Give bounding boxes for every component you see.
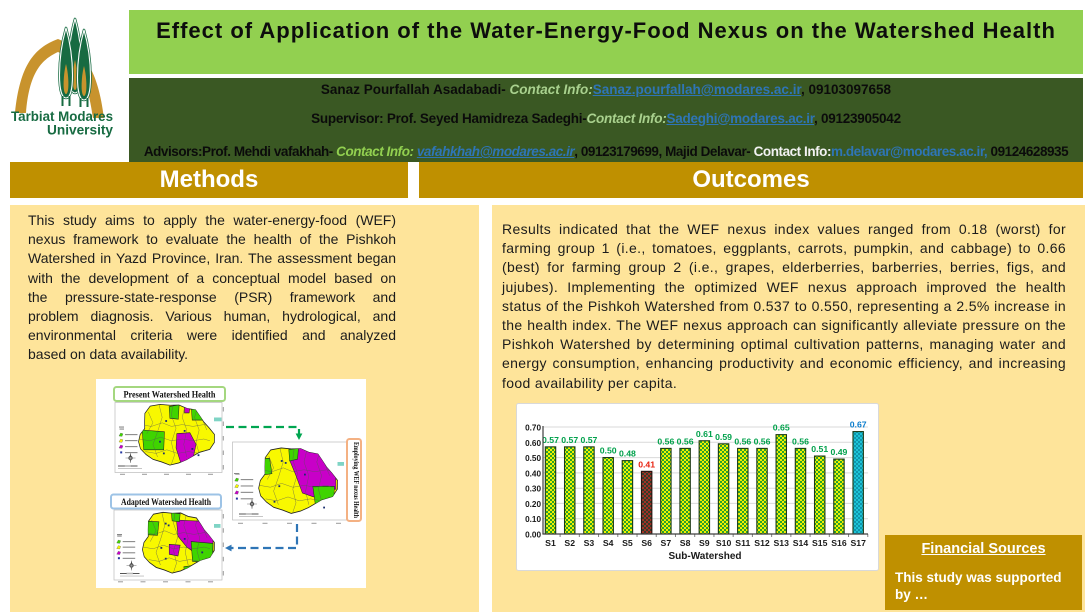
svg-text:0.56: 0.56 [792,436,809,446]
svg-text:0.48: 0.48 [619,449,636,459]
svg-text:S9: S9 [699,538,710,548]
svg-text:0.51: 0.51 [811,444,828,454]
svg-text:Sub-Watershed: Sub-Watershed [669,551,742,562]
svg-text:S16: S16 [831,538,847,548]
svg-text:S1: S1 [545,538,556,548]
svg-text:0.10: 0.10 [525,515,541,524]
svg-text:S12: S12 [754,538,770,548]
svg-text:0.50: 0.50 [525,454,541,463]
svg-text:0.49: 0.49 [830,447,847,457]
svg-text:S17: S17 [850,538,866,548]
svg-text:0.70: 0.70 [525,424,541,433]
svg-text:S4: S4 [603,538,614,548]
svg-text:0.65: 0.65 [773,423,790,433]
svg-text:S10: S10 [716,538,732,548]
svg-text:0.30: 0.30 [525,485,541,494]
svg-text:0.57: 0.57 [561,435,578,445]
svg-text:S11: S11 [735,538,750,548]
svg-text:S5: S5 [622,538,633,548]
svg-text:0.41: 0.41 [638,459,655,469]
svg-text:University: University [47,122,113,138]
svg-text:0.61: 0.61 [696,429,713,439]
svg-text:0.57: 0.57 [542,435,559,445]
svg-text:0.56: 0.56 [677,436,694,446]
svg-text:0.56: 0.56 [657,436,674,446]
svg-text:0.00: 0.00 [525,531,541,540]
svg-text:0.67: 0.67 [850,420,867,430]
svg-text:S6: S6 [641,538,652,548]
svg-text:S3: S3 [584,538,595,548]
svg-text:Adapted Watershed Health: Adapted Watershed Health [121,498,212,508]
svg-text:Employing WEF nexus Health: Employing WEF nexus Health [352,442,361,519]
svg-text:S7: S7 [661,538,672,548]
svg-text:0.60: 0.60 [525,439,541,448]
svg-text:S13: S13 [774,538,790,548]
svg-text:S15: S15 [812,538,828,548]
svg-text:0.56: 0.56 [754,436,771,446]
svg-text:Present Watershed Health: Present Watershed Health [124,391,217,401]
svg-text:0.20: 0.20 [525,500,541,509]
svg-text:Tarbiat Modares: Tarbiat Modares [11,108,113,124]
svg-text:S14: S14 [793,538,809,548]
svg-text:0.50: 0.50 [600,446,617,456]
svg-text:0.40: 0.40 [525,469,541,478]
svg-text:0.59: 0.59 [715,432,732,442]
svg-text:0.56: 0.56 [734,436,751,446]
svg-text:S8: S8 [680,538,691,548]
svg-text:S2: S2 [564,538,575,548]
svg-text:0.57: 0.57 [580,435,597,445]
